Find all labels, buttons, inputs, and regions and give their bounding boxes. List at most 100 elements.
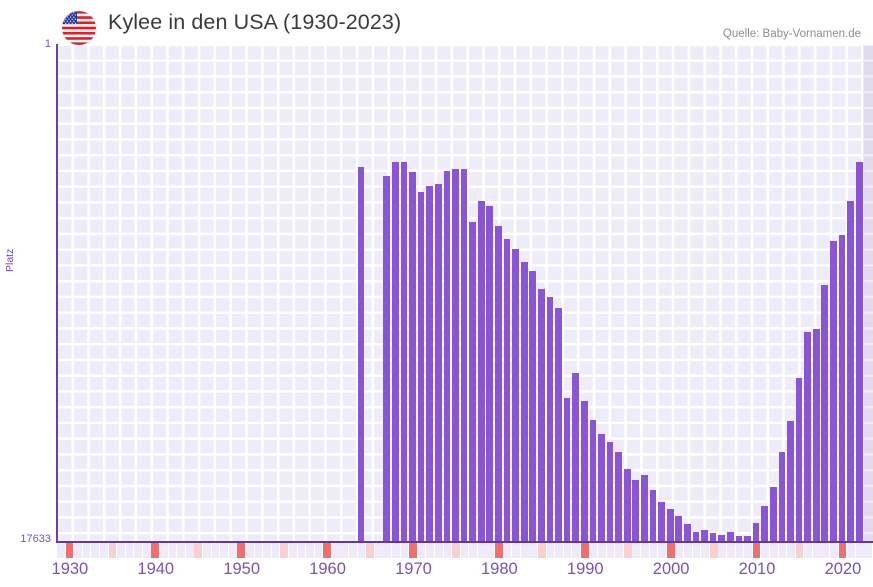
x-tick-cell [400, 543, 409, 558]
x-tick-cell [563, 543, 572, 558]
x-tick-cell [99, 543, 108, 558]
bar [580, 400, 588, 542]
chart-plot-area [57, 45, 873, 542]
bar [838, 235, 846, 542]
bar [615, 452, 622, 542]
bar [409, 172, 416, 542]
bar [417, 192, 425, 542]
bar [400, 161, 408, 542]
x-tick-cell [74, 543, 82, 558]
x-tick-cell [787, 543, 795, 558]
x-tick-cell [804, 543, 812, 558]
x-axis-tick-strip [57, 543, 873, 558]
bar [555, 308, 562, 542]
x-tick-cell [520, 543, 529, 558]
x-tick-cell [701, 543, 709, 558]
x-tick-label: 2000 [652, 560, 690, 578]
x-tick-cell [606, 543, 615, 558]
x-tick-cell [572, 543, 581, 558]
bar [443, 170, 451, 542]
bar [855, 161, 863, 542]
x-tick-cell [185, 543, 194, 558]
bar [452, 169, 459, 542]
bar [675, 515, 683, 542]
x-tick-major [580, 543, 589, 558]
x-tick-major [151, 543, 160, 558]
x-tick-cell [529, 543, 538, 558]
x-tick-cell [57, 543, 65, 558]
x-tick-cell [168, 543, 177, 558]
us-flag-icon [62, 11, 96, 45]
x-tick-cell [649, 543, 658, 558]
bar [598, 433, 605, 542]
x-tick-cell [211, 543, 220, 558]
x-tick-label: 1990 [566, 560, 604, 578]
x-tick-label: 1980 [480, 560, 518, 578]
x-tick-cell [203, 543, 211, 558]
bar [469, 221, 476, 542]
bar [623, 468, 631, 542]
bar [830, 241, 837, 542]
x-tick-cell [331, 543, 340, 558]
x-tick-label: 1940 [137, 560, 175, 578]
x-tick-cell [228, 543, 237, 558]
bar [572, 373, 580, 542]
x-tick-minor [795, 543, 804, 558]
x-tick-cell [460, 543, 469, 558]
bar [477, 201, 485, 542]
x-tick-cell [254, 543, 263, 558]
y-axis-tick-bottom: 17633 [20, 533, 51, 545]
bar [658, 501, 665, 542]
x-tick-cell [82, 543, 91, 558]
x-tick-cell [615, 543, 624, 558]
bar [726, 532, 734, 542]
bar [606, 441, 614, 542]
x-tick-cell [812, 543, 821, 558]
x-tick-cell [675, 543, 684, 558]
x-tick-cell [718, 543, 727, 558]
page-title: Kylee in den USA (1930-2023) [108, 10, 402, 34]
bar [684, 524, 691, 542]
x-axis-line [56, 541, 873, 543]
bar [804, 331, 811, 542]
x-tick-cell [864, 543, 873, 558]
bar [821, 284, 829, 542]
x-tick-cell [434, 543, 443, 558]
bar [735, 536, 743, 542]
x-tick-label: 2020 [824, 560, 862, 578]
x-tick-cell [340, 543, 349, 558]
source-attribution: Quelle: Baby-Vornamen.de [722, 28, 861, 40]
x-tick-label: 2010 [738, 560, 776, 578]
x-tick-cell [391, 543, 400, 558]
x-tick-minor [108, 543, 117, 558]
x-tick-major [495, 543, 503, 558]
bar [529, 271, 537, 542]
x-tick-label: 1970 [395, 560, 432, 578]
x-tick-minor [709, 543, 718, 558]
x-tick-cell [778, 543, 787, 558]
x-tick-cell [769, 543, 778, 558]
x-tick-cell [486, 543, 495, 558]
bar [649, 490, 657, 542]
x-tick-cell [589, 543, 598, 558]
x-tick-cell [726, 543, 735, 558]
x-tick-cell [177, 543, 185, 558]
bar [589, 420, 597, 542]
x-tick-cell [658, 543, 666, 558]
x-tick-cell [271, 543, 280, 558]
x-tick-cell [314, 543, 323, 558]
x-tick-cell [426, 543, 435, 558]
x-tick-cell [263, 543, 271, 558]
x-tick-minor [280, 543, 289, 558]
x-tick-minor [366, 543, 374, 558]
x-tick-cell [306, 543, 314, 558]
x-tick-major [323, 543, 331, 558]
bar [383, 176, 391, 542]
bar [795, 377, 803, 542]
bar [787, 421, 794, 542]
bar [538, 289, 545, 542]
x-tick-cell [830, 543, 838, 558]
x-tick-cell [641, 543, 649, 558]
bar [709, 533, 717, 542]
bar [744, 536, 751, 542]
